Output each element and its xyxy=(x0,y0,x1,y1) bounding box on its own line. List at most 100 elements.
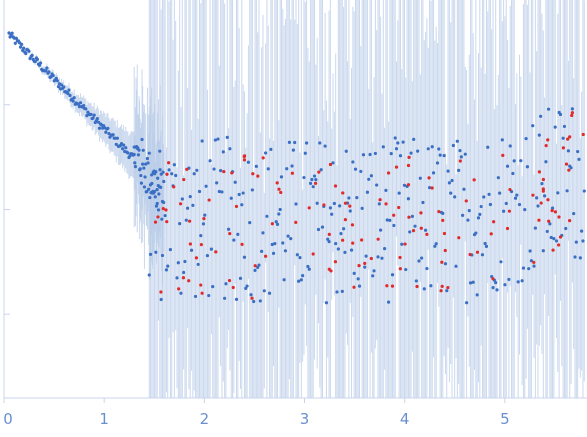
data-point xyxy=(578,256,582,260)
data-point xyxy=(10,31,14,35)
data-point xyxy=(532,264,536,268)
data-point xyxy=(205,253,210,258)
data-point xyxy=(207,198,211,202)
data-point xyxy=(561,136,565,140)
data-point xyxy=(544,143,548,148)
data-point xyxy=(339,232,343,236)
data-point xyxy=(264,254,268,258)
data-point xyxy=(568,219,572,223)
data-point xyxy=(515,193,519,197)
data-point xyxy=(350,223,355,227)
data-point xyxy=(241,191,245,195)
data-point xyxy=(251,172,255,176)
data-point xyxy=(240,242,244,247)
data-point xyxy=(302,175,306,180)
data-point xyxy=(381,145,385,149)
data-point xyxy=(248,221,252,225)
data-point xyxy=(301,274,305,278)
data-point xyxy=(200,291,204,295)
data-point xyxy=(541,177,545,182)
data-point xyxy=(328,162,333,167)
data-point xyxy=(230,171,234,175)
data-point xyxy=(237,192,241,197)
data-point xyxy=(378,198,382,202)
data-point xyxy=(541,249,545,253)
data-point xyxy=(499,260,503,264)
data-point xyxy=(367,177,371,181)
data-point xyxy=(341,191,345,195)
data-point xyxy=(505,164,510,168)
data-point xyxy=(433,244,437,248)
data-point xyxy=(38,61,43,65)
data-point xyxy=(95,117,99,121)
data-point xyxy=(437,147,441,151)
data-point xyxy=(152,189,157,194)
data-point xyxy=(394,165,399,169)
data-point xyxy=(166,264,170,268)
data-point xyxy=(566,137,570,141)
data-point xyxy=(420,256,424,260)
data-point xyxy=(461,213,465,217)
data-point xyxy=(361,153,366,157)
data-point xyxy=(142,185,147,189)
data-point xyxy=(442,231,447,236)
data-point xyxy=(429,284,433,288)
data-point xyxy=(180,197,184,201)
data-point xyxy=(92,113,96,117)
data-point xyxy=(163,214,167,218)
data-point xyxy=(279,175,284,179)
data-point xyxy=(155,201,159,206)
data-point xyxy=(389,152,393,156)
data-point xyxy=(242,255,247,259)
data-point xyxy=(328,206,332,210)
data-point xyxy=(156,215,160,219)
data-point xyxy=(396,141,400,145)
data-point xyxy=(304,141,309,145)
data-point xyxy=(297,279,301,283)
data-point xyxy=(445,289,449,293)
data-point xyxy=(197,189,202,194)
data-point xyxy=(204,184,208,188)
data-point xyxy=(126,151,130,155)
data-point xyxy=(153,195,157,199)
data-point xyxy=(273,242,277,246)
data-point xyxy=(488,202,492,207)
data-point xyxy=(307,267,311,271)
data-point xyxy=(410,214,414,218)
data-point xyxy=(290,171,294,175)
data-point xyxy=(265,214,269,218)
data-point xyxy=(528,249,532,253)
data-point xyxy=(71,99,75,103)
data-point xyxy=(549,235,553,240)
data-point xyxy=(529,259,533,263)
data-point xyxy=(364,254,368,258)
data-point xyxy=(133,161,137,165)
data-point xyxy=(468,281,473,285)
data-point xyxy=(211,285,215,289)
data-point xyxy=(282,278,286,282)
data-point xyxy=(167,161,171,165)
data-point xyxy=(412,137,416,141)
data-point xyxy=(91,116,95,120)
data-point xyxy=(475,250,480,254)
data-point xyxy=(245,284,249,288)
data-point xyxy=(283,249,288,253)
data-point xyxy=(544,160,548,164)
data-point xyxy=(537,170,541,174)
data-point xyxy=(144,162,148,166)
data-point xyxy=(573,255,577,259)
data-point xyxy=(342,227,346,231)
data-point xyxy=(176,261,180,265)
data-point xyxy=(491,286,495,290)
data-point xyxy=(224,282,228,286)
data-point xyxy=(380,256,384,260)
data-point xyxy=(311,185,315,189)
data-point xyxy=(533,226,537,230)
data-point xyxy=(336,247,340,251)
data-point xyxy=(178,202,183,206)
data-point xyxy=(219,169,223,173)
data-point xyxy=(312,174,317,178)
data-point xyxy=(468,252,472,257)
data-point xyxy=(306,264,310,269)
data-point xyxy=(213,138,217,142)
